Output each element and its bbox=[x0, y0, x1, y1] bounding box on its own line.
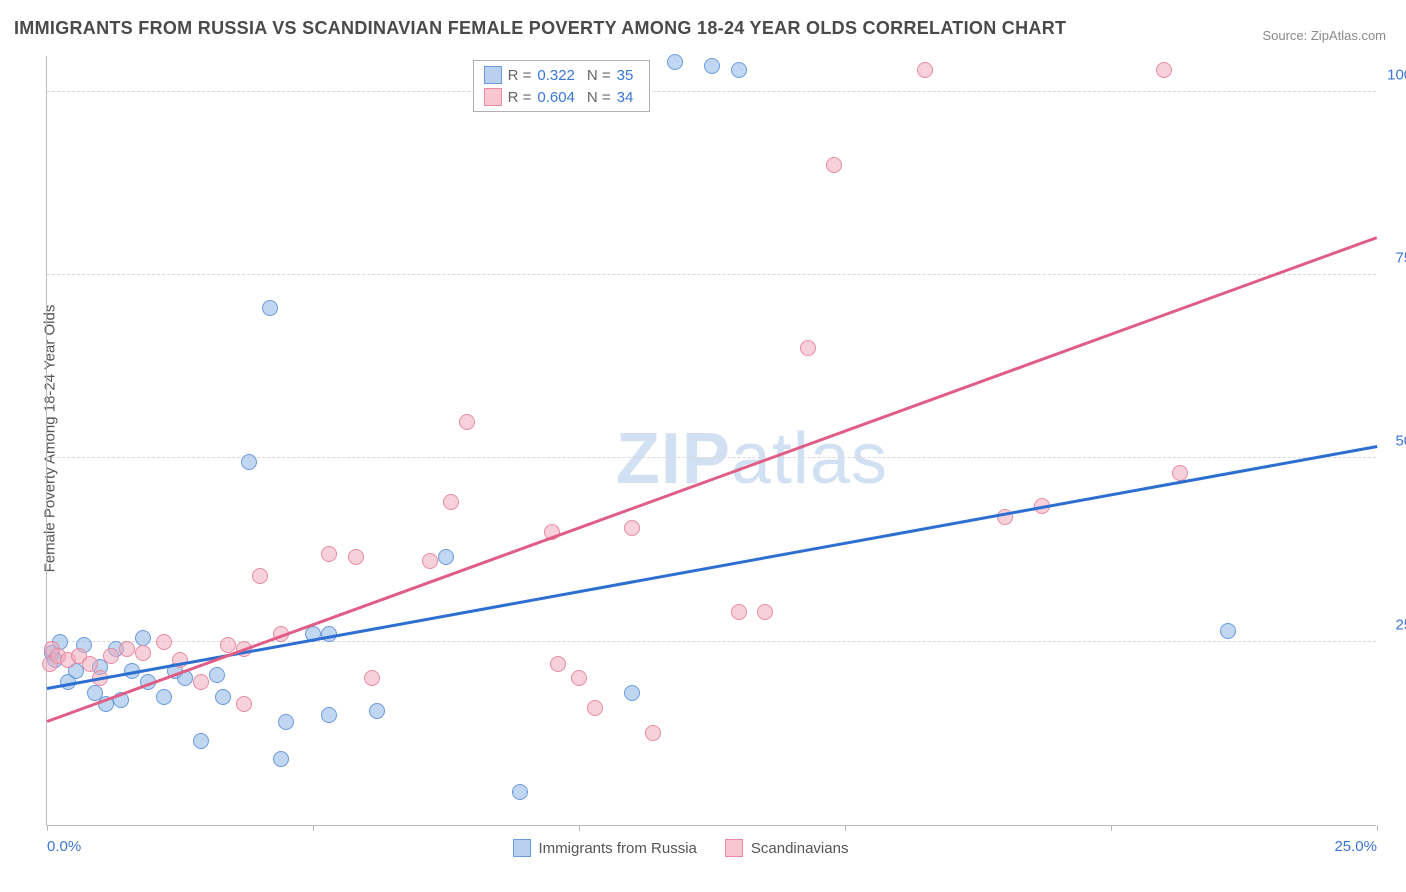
data-point bbox=[624, 685, 640, 701]
correlation-legend: R = 0.322 N = 35 R = 0.604 N = 34 bbox=[473, 60, 651, 112]
data-point bbox=[917, 62, 933, 78]
data-point bbox=[348, 549, 364, 565]
trend-line bbox=[47, 445, 1377, 689]
legend-swatch bbox=[513, 839, 531, 857]
legend-n-label: N = bbox=[587, 89, 611, 106]
data-point bbox=[438, 549, 454, 565]
legend-r-label: R = bbox=[508, 67, 532, 84]
legend-n-label: N = bbox=[587, 67, 611, 84]
series-legend: Immigrants from Russia Scandinavians bbox=[513, 839, 849, 857]
data-point bbox=[512, 784, 528, 800]
gridline bbox=[47, 274, 1376, 275]
watermark-bold: ZIP bbox=[616, 419, 731, 499]
data-point bbox=[1220, 623, 1236, 639]
data-point bbox=[135, 630, 151, 646]
data-point bbox=[236, 696, 252, 712]
legend-label: Scandinavians bbox=[751, 840, 849, 857]
data-point bbox=[667, 54, 683, 70]
data-point bbox=[369, 703, 385, 719]
data-point bbox=[704, 58, 720, 74]
data-point bbox=[321, 707, 337, 723]
data-point bbox=[826, 157, 842, 173]
y-tick-label: 50.0% bbox=[1395, 433, 1406, 450]
legend-r-label: R = bbox=[508, 89, 532, 106]
data-point bbox=[119, 641, 135, 657]
chart-title: IMMIGRANTS FROM RUSSIA VS SCANDINAVIAN F… bbox=[14, 18, 1066, 39]
data-point bbox=[278, 714, 294, 730]
data-point bbox=[321, 546, 337, 562]
legend-swatch bbox=[484, 66, 502, 84]
data-point bbox=[364, 670, 380, 686]
data-point bbox=[731, 604, 747, 620]
data-point bbox=[262, 300, 278, 316]
plot-inner: ZIPatlas R =0.322N =35R =0.604N =34 Immi… bbox=[46, 56, 1376, 826]
legend-swatch bbox=[484, 88, 502, 106]
data-point bbox=[273, 751, 289, 767]
y-tick-label: 100.0% bbox=[1387, 66, 1406, 83]
legend-row: R = 0.604 N = 34 bbox=[476, 86, 648, 108]
data-point bbox=[1172, 465, 1188, 481]
data-point bbox=[215, 689, 231, 705]
data-point bbox=[757, 604, 773, 620]
legend-swatch bbox=[725, 839, 743, 857]
data-point bbox=[193, 733, 209, 749]
y-tick-label: 75.0% bbox=[1395, 250, 1406, 267]
legend-n-value: 35 bbox=[617, 67, 634, 84]
legend-r-value: 0.322 bbox=[537, 67, 575, 84]
legend-n-value: 34 bbox=[617, 89, 634, 106]
x-tick bbox=[579, 825, 580, 831]
x-tick bbox=[1111, 825, 1112, 831]
legend-item: Scandinavians bbox=[725, 839, 849, 857]
plot-area: ZIPatlas R =0.322N =35R =0.604N =34 Immi… bbox=[46, 56, 1376, 826]
data-point bbox=[252, 568, 268, 584]
legend-r-value: 0.604 bbox=[537, 89, 575, 106]
data-point bbox=[193, 674, 209, 690]
gridline bbox=[47, 91, 1376, 92]
legend-item: Immigrants from Russia bbox=[513, 839, 697, 857]
source-label: Source: ZipAtlas.com bbox=[1262, 28, 1386, 43]
y-tick-label: 25.0% bbox=[1395, 616, 1406, 633]
x-tick bbox=[1377, 825, 1378, 831]
legend-row: R = 0.322 N = 35 bbox=[476, 64, 648, 86]
x-tick-label: 0.0% bbox=[47, 838, 81, 855]
data-point bbox=[587, 700, 603, 716]
data-point bbox=[443, 494, 459, 510]
data-point bbox=[82, 656, 98, 672]
data-point bbox=[571, 670, 587, 686]
data-point bbox=[459, 414, 475, 430]
data-point bbox=[1156, 62, 1172, 78]
data-point bbox=[103, 648, 119, 664]
data-point bbox=[156, 634, 172, 650]
data-point bbox=[156, 689, 172, 705]
data-point bbox=[209, 667, 225, 683]
watermark-light: atlas bbox=[731, 419, 888, 499]
x-tick bbox=[313, 825, 314, 831]
data-point bbox=[422, 553, 438, 569]
legend-label: Immigrants from Russia bbox=[539, 840, 697, 857]
data-point bbox=[731, 62, 747, 78]
data-point bbox=[624, 520, 640, 536]
data-point bbox=[645, 725, 661, 741]
data-point bbox=[241, 454, 257, 470]
data-point bbox=[135, 645, 151, 661]
data-point bbox=[800, 340, 816, 356]
x-tick bbox=[845, 825, 846, 831]
x-tick bbox=[47, 825, 48, 831]
x-tick-label: 25.0% bbox=[1334, 838, 1377, 855]
data-point bbox=[550, 656, 566, 672]
